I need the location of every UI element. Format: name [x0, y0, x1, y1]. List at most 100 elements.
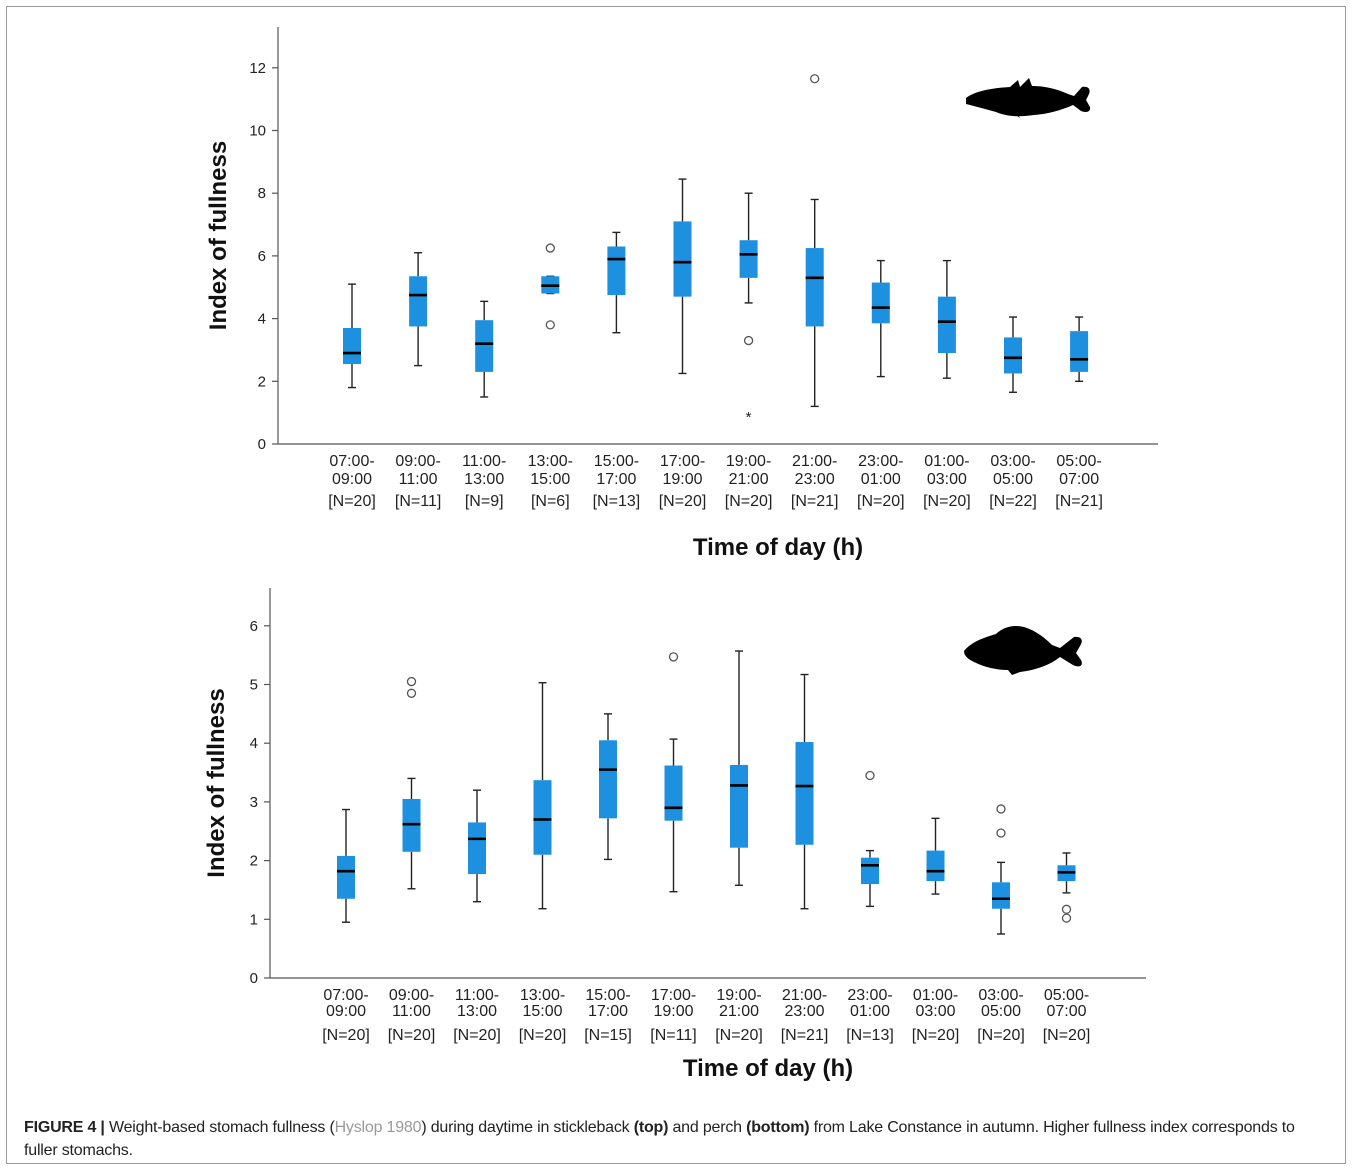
perch-silhouette-icon — [964, 625, 1082, 675]
caption-bottom: (bottom) — [746, 1119, 810, 1136]
y-tick-label: 2 — [250, 853, 258, 870]
x-category-label: 13:00 — [464, 471, 504, 488]
x-category-sample-size: [N=20] — [725, 493, 773, 510]
box-iqr — [337, 855, 355, 899]
box-iqr — [730, 764, 748, 848]
box-outlier — [406, 676, 417, 687]
box-iqr — [475, 320, 494, 372]
x-category-label: 19:00- — [716, 987, 761, 1004]
x-axis-title: Time of day (h) — [683, 1055, 853, 1082]
box-outlier — [996, 804, 1006, 814]
x-category-sample-size: [N=22] — [989, 493, 1037, 510]
box-outlier — [743, 335, 754, 346]
y-tick-label: 2 — [258, 373, 266, 390]
x-category-sample-size: [N=20] — [715, 1027, 763, 1044]
x-category-label: 05:00 — [993, 471, 1033, 488]
x-category-label: 05:00- — [1044, 987, 1089, 1004]
x-category-label: 15:00- — [594, 453, 639, 470]
box-iqr — [673, 221, 692, 297]
x-category-label: 19:00- — [726, 453, 771, 470]
x-category-label: 13:00- — [520, 987, 565, 1004]
x-category-label: 01:00 — [861, 471, 901, 488]
x-category-sample-size: [N=20] — [659, 493, 707, 510]
box-outlier — [668, 652, 679, 662]
box-iqr — [1004, 337, 1022, 374]
x-category-label: 09:00- — [389, 987, 434, 1004]
x-category-label: 05:00 — [981, 1003, 1021, 1020]
y-tick-label: 1 — [250, 911, 258, 928]
x-category-sample-size: [N=20] — [519, 1027, 567, 1044]
x-category-label: 09:00 — [332, 471, 372, 488]
x-category-sample-size: [N=9] — [465, 493, 504, 510]
x-category-sample-size: [N=21] — [781, 1027, 829, 1044]
x-category-sample-size: [N=20] — [977, 1027, 1025, 1044]
box-outlier — [406, 688, 417, 698]
caption-text-4: from Lake Constance in autumn. Higher fu… — [24, 1119, 1295, 1159]
box-iqr — [937, 296, 956, 354]
x-category-label: 01:00- — [913, 987, 958, 1004]
x-category-label: 19:00 — [662, 471, 702, 488]
x-category-sample-size: [N=20] — [453, 1027, 501, 1044]
x-category-label: 23:00- — [858, 453, 903, 470]
box-iqr — [795, 742, 814, 845]
box-outlier — [1061, 913, 1072, 923]
x-category-label: 23:00 — [795, 471, 835, 488]
x-category-label: 11:00- — [455, 987, 499, 1004]
x-category-label: 23:00 — [784, 1003, 824, 1020]
x-category-label: 11:00 — [392, 1003, 431, 1020]
x-category-label: 15:00 — [530, 471, 570, 488]
x-category-sample-size: [N=20] — [1043, 1027, 1091, 1044]
caption-text-3: and perch — [668, 1119, 747, 1136]
x-category-label: 07:00 — [1059, 471, 1099, 488]
x-category-sample-size: [N=21] — [791, 493, 839, 510]
y-tick-label: 8 — [258, 185, 266, 202]
y-tick-label: 4 — [258, 311, 266, 328]
caption-text-2: ) during daytime in stickleback — [421, 1119, 634, 1136]
x-category-sample-size: [N=20] — [923, 493, 971, 510]
x-category-label: 21:00 — [719, 1003, 759, 1020]
y-tick-label: 3 — [250, 794, 258, 811]
box-iqr — [409, 276, 428, 327]
x-category-label: 21:00- — [782, 987, 827, 1004]
box-iqr — [871, 282, 890, 324]
box-extreme-marker: * — [746, 409, 752, 426]
x-category-label: 15:00- — [585, 987, 630, 1004]
x-category-label: 09:00 — [326, 1003, 366, 1020]
box-iqr — [805, 248, 824, 327]
box-outlier — [545, 320, 555, 330]
x-category-sample-size: [N=21] — [1055, 493, 1103, 510]
box-outlier — [1061, 904, 1072, 914]
box-outlier — [545, 243, 555, 253]
x-category-label: 21:00- — [792, 453, 837, 470]
x-category-label: 07:00- — [329, 453, 374, 470]
x-category-sample-size: [N=20] — [857, 493, 905, 510]
box-iqr — [343, 328, 361, 365]
x-category-sample-size: [N=11] — [395, 493, 441, 510]
box-iqr — [992, 882, 1010, 909]
y-tick-label: 0 — [258, 436, 266, 453]
x-category-sample-size: [N=20] — [328, 493, 376, 510]
stickleback-silhouette-icon — [966, 78, 1091, 118]
y-tick-label: 10 — [249, 123, 266, 140]
x-category-sample-size: [N=13] — [846, 1027, 894, 1044]
x-category-label: 13:00 — [457, 1003, 497, 1020]
y-tick-label: 12 — [249, 60, 266, 77]
x-category-label: 17:00 — [588, 1003, 628, 1020]
x-category-label: 17:00 — [596, 471, 636, 488]
x-category-label: 07:00 — [1046, 1003, 1086, 1020]
x-category-label: 23:00- — [847, 987, 892, 1004]
x-category-sample-size: [N=13] — [593, 493, 641, 510]
panel-stickleback: 0 2 4 6 8 10 12 Index of fullness Time of day (h… — [205, 27, 1158, 561]
y-axis-title: Index of fullness — [203, 688, 230, 877]
x-category-label: 03:00 — [915, 1003, 955, 1020]
x-category-label: 19:00 — [653, 1003, 693, 1020]
x-category-label: 17:00- — [651, 987, 696, 1004]
x-category-label: 11:00 — [399, 471, 438, 488]
x-category-label: 01:00- — [924, 453, 969, 470]
caption-reference-link[interactable]: Hyslop 1980 — [334, 1119, 422, 1136]
x-category-label: 17:00- — [660, 453, 705, 470]
box-iqr — [664, 765, 683, 821]
box-iqr — [468, 822, 486, 875]
box-iqr — [1070, 331, 1089, 372]
